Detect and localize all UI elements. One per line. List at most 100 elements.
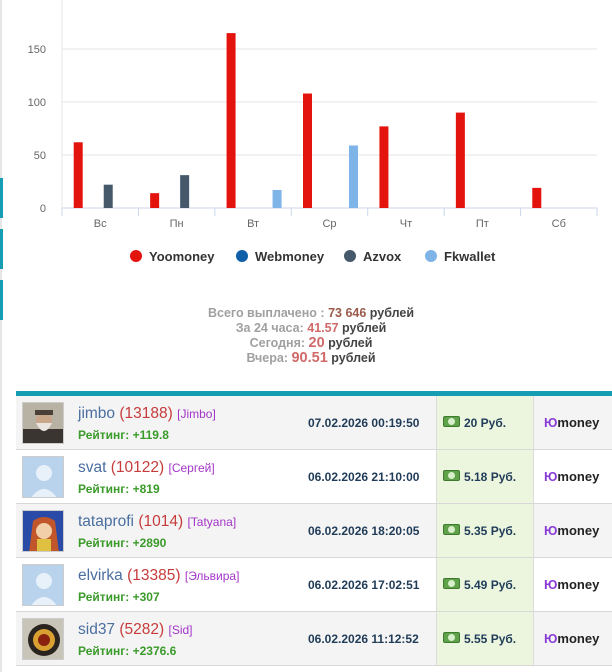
stat-value: 73 646 (328, 306, 367, 320)
avatar[interactable] (22, 402, 64, 444)
legend-item-azvox[interactable]: Azvox (344, 247, 401, 265)
stat-unit: рублей (331, 351, 376, 365)
side-tab[interactable] (0, 229, 3, 269)
amount-cell: 20 Руб. (436, 396, 534, 449)
legend-label: Yoomoney (149, 248, 215, 264)
bar-yoomoney (303, 93, 312, 208)
stat-value: 41.57 (307, 321, 339, 335)
method-prefix: Ю (544, 469, 558, 484)
stat-unit: рублей (369, 306, 415, 320)
user-rating: Рейтинг: +307 (78, 590, 160, 604)
method-prefix: Ю (544, 523, 558, 538)
payout-date: 06.02.2026 21:10:00 (308, 470, 420, 484)
payout-row: tataprofi (1014) [Tatyana] Рейтинг: +289… (16, 504, 612, 558)
bar-yoomoney (379, 126, 389, 208)
payout-row: jimbo (13188) [Jimbo] Рейтинг: +119.8 07… (16, 396, 612, 450)
x-tick-label: Пт (476, 218, 489, 230)
stat-today: Сегодня: 20 рублей (0, 336, 612, 351)
avatar[interactable] (22, 456, 64, 498)
left-border (0, 0, 2, 672)
banknote-icon (443, 470, 460, 481)
stat-label: Всего выплачено : (207, 306, 325, 320)
legend-label: Webmoney (255, 248, 325, 264)
stat-unit: рублей (328, 336, 373, 350)
user-count: (1014) (138, 513, 184, 530)
stat-value: 20 (308, 335, 325, 351)
payment-method: Юmoney (544, 415, 599, 430)
default-avatar-icon (23, 565, 63, 605)
username[interactable]: sid37 (78, 621, 116, 638)
avatar[interactable] (22, 618, 64, 660)
stat-total: Всего выплачено : 73 646 рублей (0, 306, 612, 321)
avatar[interactable] (22, 510, 64, 552)
x-tick-label: Вс (94, 218, 107, 230)
legend-marker (130, 250, 142, 262)
user-link[interactable]: jimbo (13188) [Jimbo] (78, 405, 216, 423)
stat-label: За 24 часа: (235, 321, 304, 335)
payout-date: 06.02.2026 18:20:05 (308, 524, 420, 538)
payouts-header-bar (16, 391, 612, 396)
chart-legend: Yoomoney Webmoney Azvox Fkwallet (0, 247, 612, 265)
username[interactable]: jimbo (78, 405, 116, 422)
user-count: (13188) (119, 405, 173, 422)
user-rating: Рейтинг: +2376.6 (78, 644, 177, 658)
bar-fkwallet (349, 145, 358, 208)
legend-item-yoomoney[interactable]: Yoomoney (130, 247, 215, 265)
user-count: (5282) (119, 621, 165, 638)
amount-cell: 5.49 Руб. (436, 558, 534, 611)
payment-method: Юmoney (544, 631, 599, 646)
banknote-icon (443, 524, 460, 535)
legend-marker (344, 250, 356, 262)
legend-item-fkwallet[interactable]: Fkwallet (425, 247, 495, 265)
user-photo-icon (23, 619, 63, 659)
stat-label: Сегодня: (249, 336, 306, 350)
bar-azvox (103, 184, 113, 208)
amount-cell: 5.55 Руб. (436, 612, 534, 665)
x-tick-label: Ср (322, 218, 336, 230)
side-tab[interactable] (0, 178, 3, 218)
payout-date: 07.02.2026 00:19:50 (308, 416, 420, 430)
payment-method: Юmoney (544, 523, 599, 538)
user-count: (10122) (110, 459, 165, 476)
payout-amount: 5.18 Руб. (464, 470, 517, 484)
username[interactable]: tataprofi (78, 513, 135, 530)
avatar[interactable] (22, 564, 64, 606)
x-tick-label: Вт (247, 218, 259, 230)
payout-amount: 5.49 Руб. (464, 578, 517, 592)
stat-label: Вчера: (246, 351, 288, 365)
y-tick-label: 100 (28, 97, 46, 109)
stat-unit: рублей (342, 321, 387, 335)
amount-cell: 5.35 Руб. (436, 504, 534, 557)
legend-item-webmoney[interactable]: Webmoney (236, 247, 324, 265)
default-avatar-icon (23, 457, 63, 497)
username[interactable]: svat (78, 459, 107, 476)
method-name: money (557, 469, 600, 484)
method-name: money (557, 631, 600, 646)
payout-amount: 5.55 Руб. (464, 632, 517, 646)
stat-yesterday: Вчера: 90.51 рублей (0, 351, 612, 366)
banknote-icon (443, 578, 460, 589)
user-rating: Рейтинг: +119.8 (78, 428, 169, 442)
stat-24h: За 24 часа: 41.57 рублей (0, 321, 612, 336)
user-nick: [Сергей] (168, 461, 215, 475)
bar-yoomoney (73, 142, 83, 208)
user-rating: Рейтинг: +819 (78, 482, 160, 496)
x-tick-label: Пн (170, 218, 184, 230)
username[interactable]: elvirka (78, 567, 123, 584)
user-nick: [Tatyana] (187, 515, 237, 529)
bar-yoomoney (226, 33, 236, 208)
payout-amount: 20 Руб. (464, 416, 507, 430)
user-link[interactable]: tataprofi (1014) [Tatyana] (78, 513, 236, 531)
side-tab[interactable] (0, 280, 3, 320)
bar-yoomoney (455, 112, 465, 208)
bar-fkwallet (272, 189, 282, 208)
method-name: money (557, 415, 600, 430)
method-name: money (557, 523, 600, 538)
banknote-icon (443, 632, 460, 643)
user-link[interactable]: sid37 (5282) [Sid] (78, 621, 193, 639)
y-tick-label: 150 (28, 44, 46, 56)
legend-label: Fkwallet (444, 248, 496, 264)
user-link[interactable]: svat (10122) [Сергей] (78, 459, 215, 477)
user-link[interactable]: elvirka (13385) [Эльвира] (78, 567, 239, 585)
stat-value: 90.51 (291, 350, 328, 366)
